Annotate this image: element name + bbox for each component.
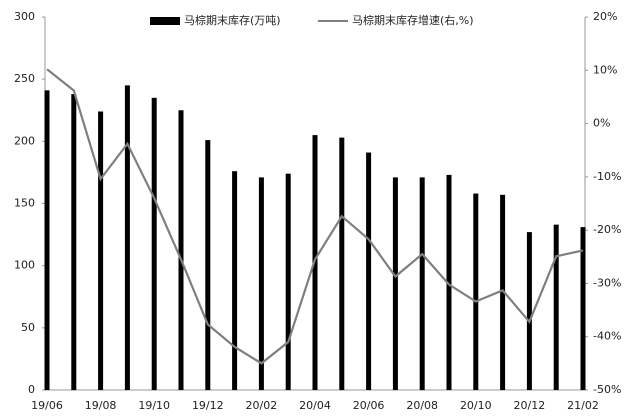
y2-tick-label: 20% <box>593 10 617 23</box>
x-tick-label: 20/04 <box>299 399 331 412</box>
x-tick-label: 20/08 <box>406 399 438 412</box>
x-tick-label: 20/02 <box>246 399 278 412</box>
x-tick-label: 19/08 <box>85 399 117 412</box>
legend-label: 马棕期末库存(万吨) <box>184 13 281 27</box>
x-tick-label: 19/06 <box>31 399 63 412</box>
y2-tick-label: -30% <box>593 276 621 289</box>
x-tick-label: 19/10 <box>138 399 170 412</box>
bar <box>98 111 104 390</box>
x-tick-label: 21/02 <box>567 399 599 412</box>
y-tick-label: 300 <box>14 10 35 23</box>
bar <box>44 90 50 391</box>
bar <box>392 177 398 390</box>
bar <box>473 193 479 390</box>
y2-tick-label: -20% <box>593 223 621 236</box>
x-tick-label: 20/06 <box>353 399 385 412</box>
y2-tick-label: -40% <box>593 330 621 343</box>
bar <box>258 177 264 390</box>
bar <box>339 137 345 390</box>
y2-tick-label: 0% <box>593 117 610 130</box>
bar <box>124 85 130 390</box>
y-tick-label: 50 <box>21 321 35 334</box>
y2-tick-label: -10% <box>593 170 621 183</box>
y-tick-label: 250 <box>14 72 35 85</box>
bar <box>419 177 425 390</box>
bar <box>71 94 77 390</box>
bar <box>232 171 238 390</box>
bar <box>526 232 532 390</box>
y-tick-label: 100 <box>14 259 35 272</box>
bar <box>285 173 291 390</box>
bar <box>553 224 559 390</box>
bar <box>366 152 372 390</box>
bar <box>178 110 184 390</box>
y2-tick-label: -50% <box>593 383 621 396</box>
y-tick-label: 200 <box>14 134 35 147</box>
legend-swatch <box>150 17 180 25</box>
bar <box>580 227 586 390</box>
bar <box>500 194 506 390</box>
y2-tick-label: 10% <box>593 63 617 76</box>
x-tick-label: 20/10 <box>460 399 492 412</box>
x-tick-label: 19/12 <box>192 399 224 412</box>
bar <box>151 97 157 391</box>
y-tick-label: 150 <box>14 197 35 210</box>
x-tick-label: 20/12 <box>514 399 546 412</box>
bar <box>446 174 452 390</box>
bar <box>205 140 211 390</box>
line <box>46 68 584 365</box>
y-tick-label: 0 <box>28 383 35 396</box>
legend-label: 马棕期末库存增速(右,%) <box>352 13 474 27</box>
